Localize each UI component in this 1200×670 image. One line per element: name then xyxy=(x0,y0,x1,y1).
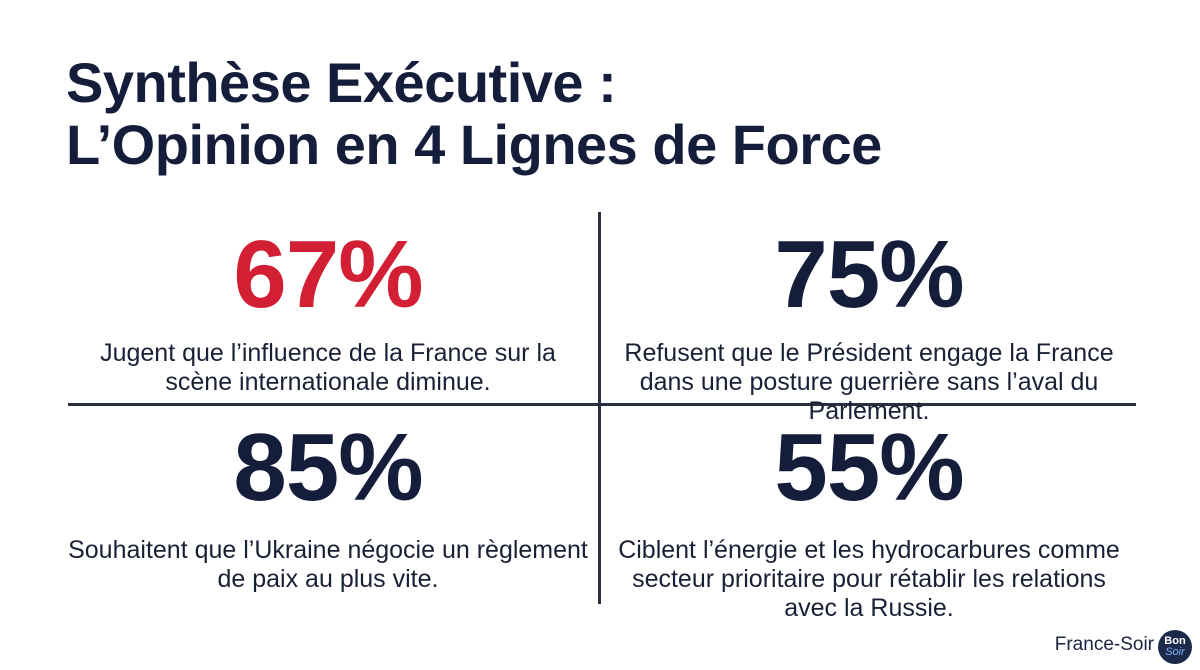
page-title: Synthèse Exécutive : L’Opinion en 4 Lign… xyxy=(66,52,882,176)
stat-percentage: 85% xyxy=(233,414,423,521)
brand-name: France-Soir xyxy=(1054,634,1154,655)
stat-card-energie: 55% Ciblent l’énergie et les hydrocarbur… xyxy=(604,418,1134,623)
stat-description: Jugent que l’influence de la France sur … xyxy=(100,339,556,396)
stat-card-influence: 67% Jugent que l’influence de la France … xyxy=(68,225,588,397)
stat-percentage: 67% xyxy=(233,221,423,328)
title-line-2: L’Opinion en 4 Lignes de Force xyxy=(66,113,882,176)
horizontal-divider xyxy=(68,403,1136,406)
stat-description: Souhaitent que l’Ukraine négocie un règl… xyxy=(68,536,588,593)
stat-card-parlement: 75% Refusent que le Président engage la … xyxy=(604,225,1134,426)
title-line-1: Synthèse Exécutive : xyxy=(66,51,617,114)
bonsoir-logo-icon: Bon Soir xyxy=(1158,630,1192,664)
stat-description: Refusent que le Président engage la Fran… xyxy=(624,339,1114,425)
vertical-divider xyxy=(598,212,601,604)
stat-percentage: 75% xyxy=(774,221,964,328)
logo-text-bottom: Soir xyxy=(1165,646,1185,658)
logo-text-top: Bon xyxy=(1164,635,1186,647)
stat-percentage: 55% xyxy=(774,414,964,521)
stat-card-ukraine: 85% Souhaitent que l’Ukraine négocie un … xyxy=(68,418,588,594)
stat-description: Ciblent l’énergie et les hydrocarbures c… xyxy=(618,536,1120,622)
